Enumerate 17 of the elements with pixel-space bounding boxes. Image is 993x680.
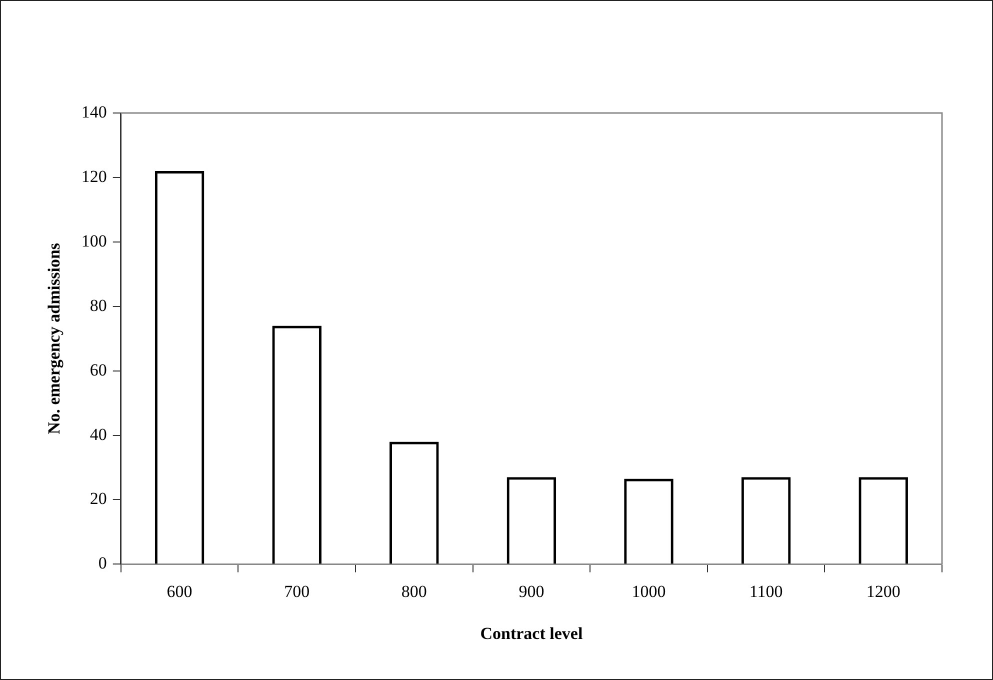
y-tick-label: 100 xyxy=(81,231,107,250)
x-tick-label: 1000 xyxy=(632,582,666,601)
y-tick-label: 120 xyxy=(81,166,107,186)
x-tick-label: 900 xyxy=(518,582,544,601)
x-tick-label: 1100 xyxy=(749,582,783,601)
x-tick-label: 700 xyxy=(284,582,310,601)
y-tick-label: 80 xyxy=(90,296,107,315)
x-axis-title: Contract level xyxy=(480,624,583,644)
y-tick-label: 60 xyxy=(90,360,107,380)
y-tick-label: 140 xyxy=(81,102,107,122)
y-tick-label: 0 xyxy=(98,554,107,573)
x-tick-label: 1200 xyxy=(866,582,900,601)
y-tick-label: 20 xyxy=(90,489,107,508)
y-axis-title: No. emergency admissions xyxy=(44,242,64,434)
x-tick-label: 600 xyxy=(166,582,192,601)
x-tick-label: 800 xyxy=(401,582,427,601)
y-tick-label: 40 xyxy=(90,424,107,444)
